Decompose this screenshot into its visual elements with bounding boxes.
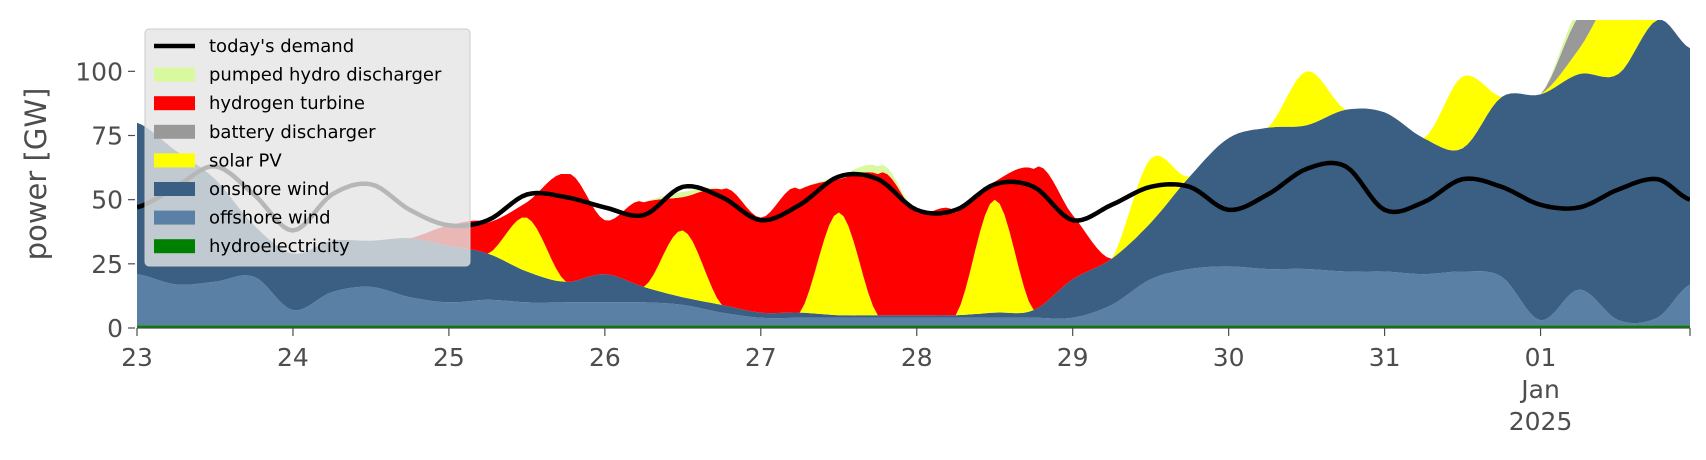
y-tick-label: 25 (91, 250, 123, 279)
legend-swatch-pumped-hydro-discharger (154, 67, 195, 82)
y-tick-label: 100 (75, 57, 123, 86)
area-hydroelectricity (137, 325, 1690, 328)
area-hydrogen-turbine (137, 20, 1690, 316)
area-onshore-wind (137, 20, 1690, 324)
legend: today's demand pumped hydro discharger hyd… (144, 28, 471, 267)
legend-label-onshore-wind: onshore wind (209, 179, 330, 200)
x-tick-label: 23 (121, 343, 153, 372)
y-tick-label: 50 (91, 186, 123, 215)
area-solar-pv (137, 20, 1690, 316)
x-tick-label: 27 (745, 343, 777, 372)
legend-label-battery-discharger: battery discharger (209, 122, 376, 143)
legend-swatch-offshore-wind (154, 210, 195, 225)
area-offshore-wind (137, 266, 1690, 326)
legend-label-hydrogen-turbine: hydrogen turbine (209, 93, 365, 114)
x-tick-label: 24 (277, 343, 309, 372)
y-axis-title: power [GW] (19, 88, 53, 261)
legend-label-offshore-wind: offshore wind (209, 208, 331, 229)
x-tick-label: 28 (901, 343, 933, 372)
x-tick-label: 01 Jan 2025 (1509, 343, 1573, 436)
axes: 0 25 50 75 100 23 24 25 26 27 28 29 30 31 01 Jan 2025 pow… (19, 57, 1691, 436)
y-tick-label: 0 (107, 314, 123, 343)
legend-swatch-battery-discharger (154, 124, 195, 139)
legend-label-hydroelectricity: hydroelectricity (209, 236, 350, 257)
legend-label-pumped-hydro-discharger: pumped hydro discharger (209, 65, 442, 86)
x-tick-label: 31 (1369, 343, 1401, 372)
legend-label-today-s-demand: today's demand (209, 36, 354, 57)
y-tick-label: 75 (91, 122, 123, 151)
legend-box (144, 28, 471, 267)
x-tick-label: 30 (1213, 343, 1245, 372)
legend-swatch-onshore-wind (154, 182, 195, 196)
stacked-areas (137, 20, 1690, 328)
x-tick-label: 29 (1057, 343, 1089, 372)
x-tick-label: 26 (589, 343, 621, 372)
legend-swatch-hydroelectricity (154, 239, 195, 254)
legend-swatch-hydrogen-turbine (154, 96, 195, 111)
legend-swatch-solar-pv (154, 153, 195, 168)
x-tick-label: 25 (433, 343, 465, 372)
legend-label-solar-pv: solar PV (209, 150, 282, 171)
